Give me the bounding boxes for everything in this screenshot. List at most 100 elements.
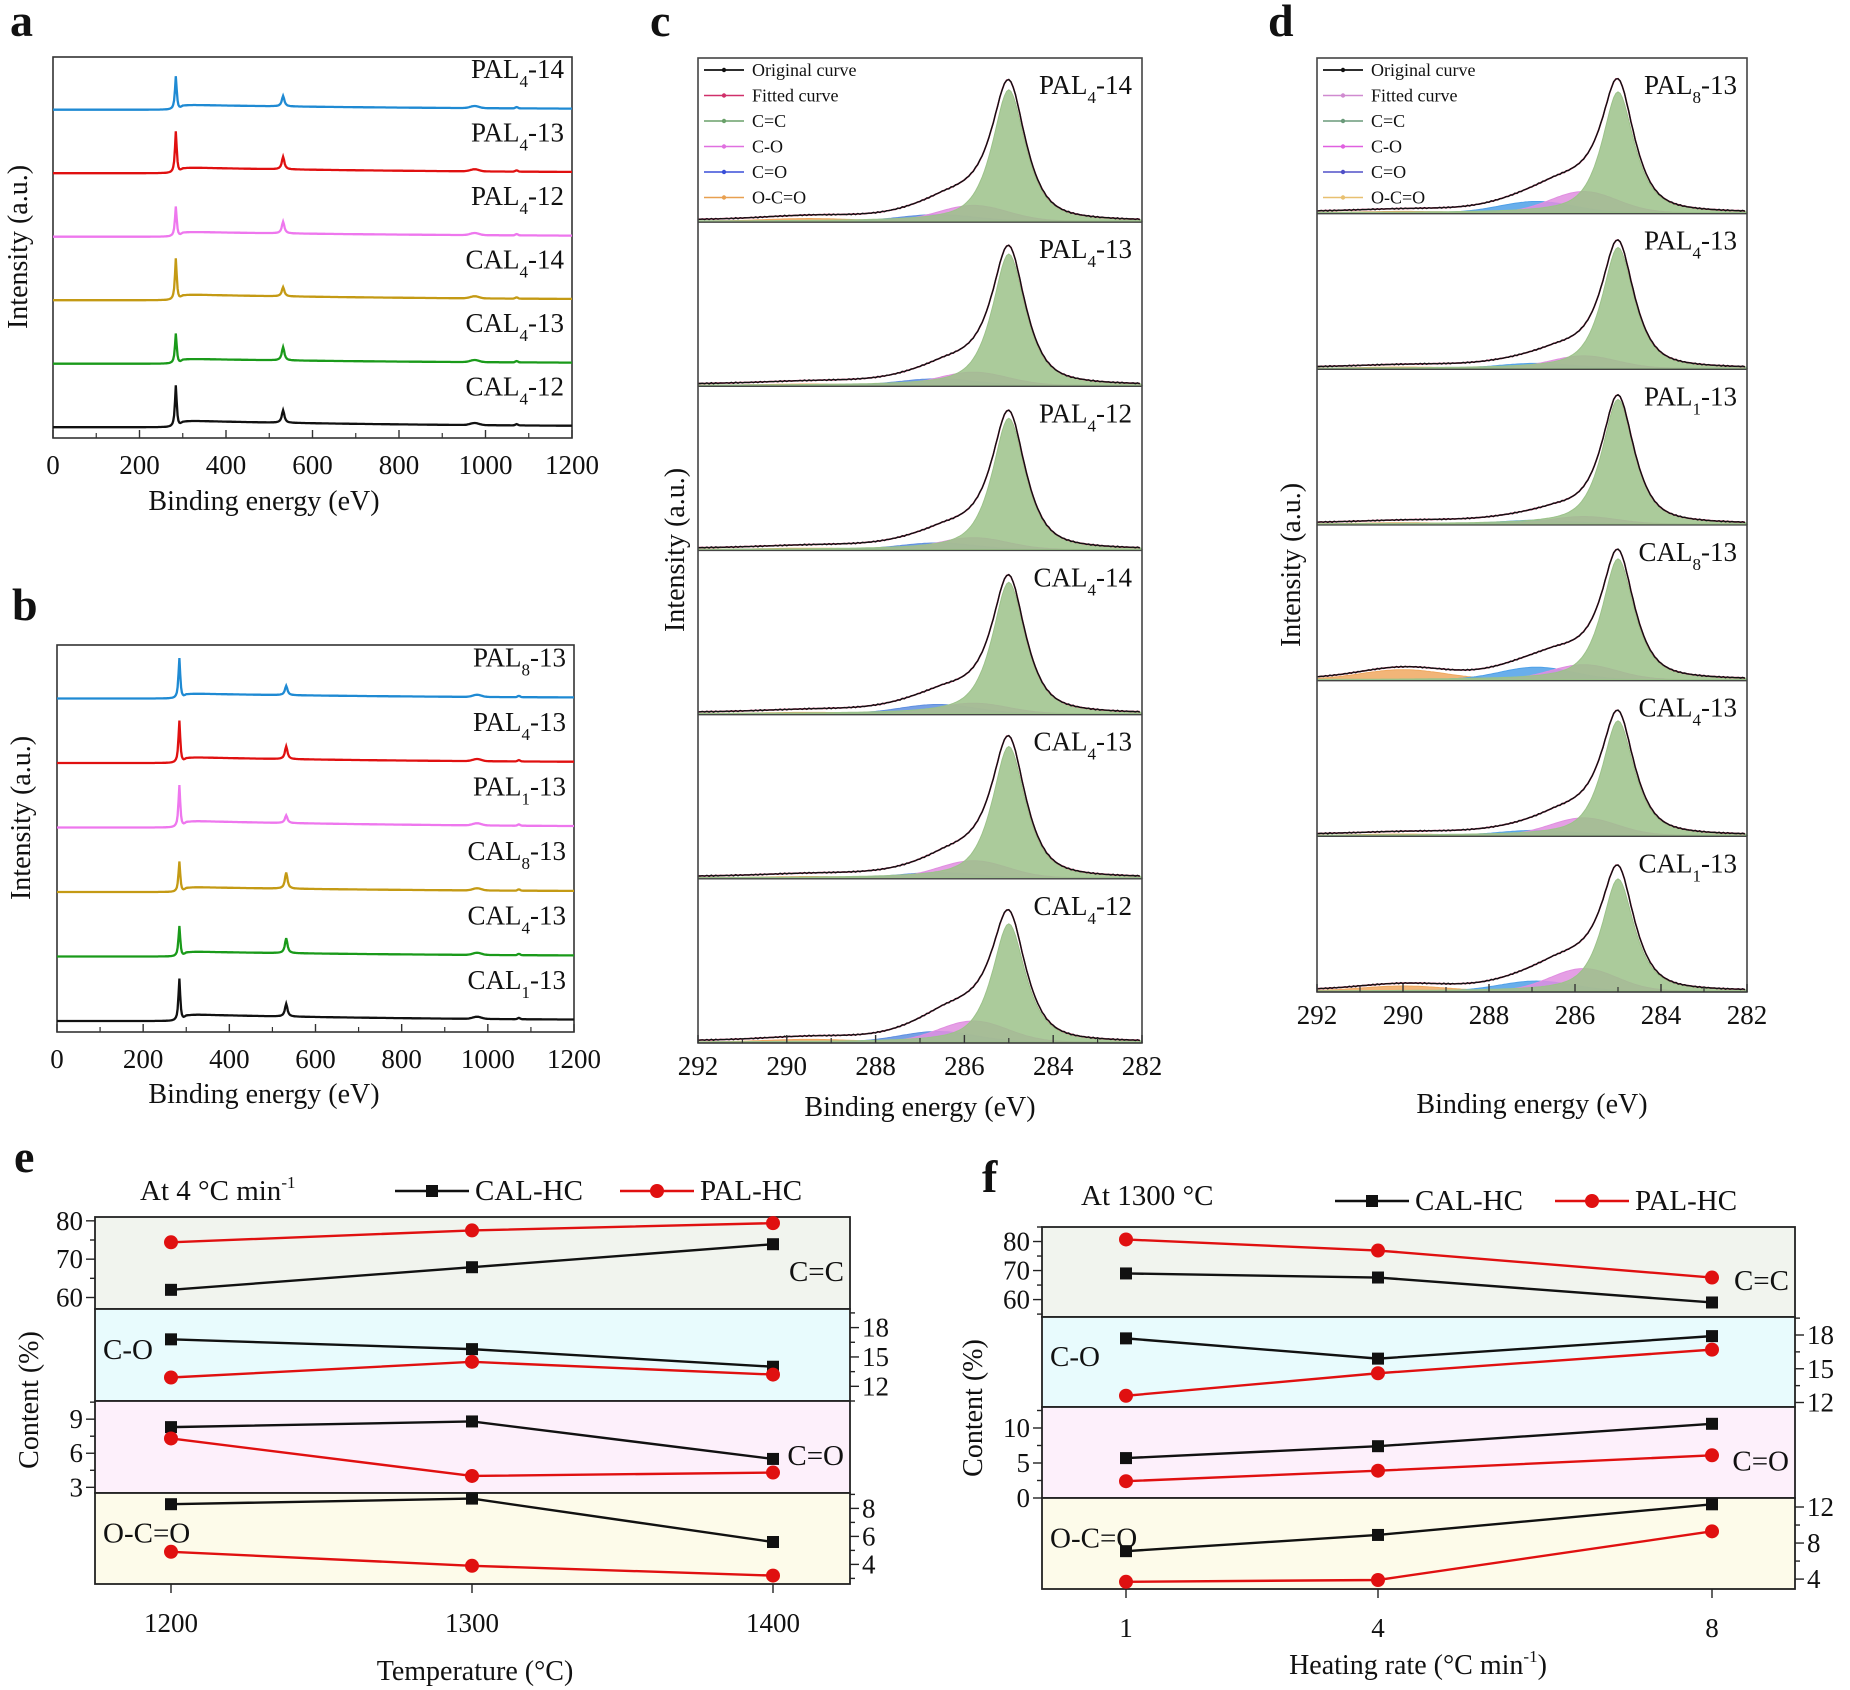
sample-label-subscript: 4	[520, 389, 529, 408]
sample-label-subscript: 8	[522, 854, 531, 873]
data-point-circle	[164, 1235, 178, 1250]
sample-label-suffix: -14	[528, 244, 564, 274]
sample-label-main: PAL	[1039, 398, 1088, 428]
data-point-square	[1120, 1267, 1132, 1280]
data-point-circle	[766, 1465, 780, 1480]
sample-label-suffix: -13	[528, 117, 564, 147]
fitted-curve	[697, 734, 1140, 877]
legend-label: C=O	[752, 162, 787, 182]
x-tick-label: 8	[1705, 1613, 1719, 1643]
sample-label-subscript: 1	[1693, 866, 1702, 885]
sample-label: PAL4-13	[471, 117, 564, 154]
sample-label-suffix: -13	[1701, 70, 1737, 100]
sample-label: PAL4-13	[1039, 234, 1132, 271]
data-point-circle	[1119, 1574, 1133, 1589]
original-curve	[698, 409, 1141, 549]
x-tick-label: 800	[381, 1044, 422, 1074]
original-curve	[698, 78, 1141, 221]
component-area-C=C	[697, 417, 1144, 550]
fitted-curve	[698, 409, 1140, 549]
data-point-circle	[1371, 1243, 1385, 1258]
y-tick-label: 12	[1807, 1492, 1834, 1522]
panel-c-xlabel: Binding energy (eV)	[804, 1092, 1035, 1123]
sample-label-suffix: -13	[1701, 381, 1737, 411]
y-tick-label: 12	[862, 1371, 889, 1401]
sample-label-main: CAL	[468, 836, 522, 866]
original-curve	[1316, 709, 1746, 835]
legend-label: PAL-HC	[700, 1175, 802, 1207]
band-C=O	[1041, 1406, 1796, 1499]
sample-label-suffix: -14	[1096, 563, 1132, 593]
condition-title-text: At 4 °C min	[140, 1175, 282, 1207]
sample-label-main: PAL	[1644, 381, 1693, 411]
x-axis-label-text: Temperature (°C)	[377, 1656, 574, 1687]
condition-title-sup: -1	[281, 1173, 295, 1192]
original-curve	[698, 244, 1141, 385]
original-curve	[697, 573, 1141, 713]
fitted-curve	[698, 573, 1140, 713]
sample-label-suffix: -13	[1701, 226, 1737, 256]
legend-label: C-O	[1371, 137, 1402, 157]
x-tick-label: 4	[1371, 1613, 1385, 1643]
data-point-circle	[1119, 1388, 1133, 1403]
sample-label-main: PAL	[473, 707, 522, 737]
sample-label-main: PAL	[1039, 70, 1088, 100]
survey-spectrum-CAL4-12	[53, 385, 572, 429]
sample-label-subscript: 4	[1088, 88, 1097, 107]
sample-label-suffix: -13	[530, 900, 566, 930]
data-point-circle	[1705, 1270, 1719, 1285]
x-tick-label: 0	[50, 1044, 64, 1074]
band-label: C-O	[1050, 1341, 1100, 1373]
legend-label: PAL-HC	[1635, 1185, 1737, 1217]
data-point-circle	[465, 1354, 479, 1369]
y-tick-label: 80	[56, 1206, 83, 1236]
y-tick-label: 70	[56, 1244, 83, 1274]
survey-spectrum-PAL4-13	[53, 131, 572, 175]
sample-label-main: PAL	[471, 54, 520, 84]
sample-label-suffix: -13	[1701, 848, 1737, 878]
legend-marker	[721, 93, 727, 98]
sample-label-suffix: -12	[1096, 398, 1132, 428]
x-tick-label: 800	[379, 450, 420, 480]
sample-label: CAL4-12	[466, 371, 565, 408]
sample-label-suffix: -13	[530, 965, 566, 995]
panel-a-ylabel: Intensity (a.u.)	[3, 165, 34, 329]
data-point-circle	[164, 1544, 178, 1559]
sample-label: CAL4-12	[1034, 891, 1133, 928]
legend-label: O-C=O	[752, 188, 806, 208]
x-axis-label-text: Heating rate (°C min	[1289, 1650, 1523, 1681]
data-point-square	[466, 1492, 478, 1505]
x-tick-label: 284	[1641, 1000, 1682, 1030]
survey-spectrum-CAL4-14	[53, 258, 572, 302]
sample-label-subscript: 4	[1088, 252, 1097, 271]
sample-label: CAL4-14	[1034, 563, 1133, 600]
survey-spectrum-CAL4-13	[53, 333, 572, 365]
sample-label-suffix: -13	[530, 707, 566, 737]
sample-label: PAL4-13	[1644, 226, 1737, 263]
sample-label-subscript: 4	[520, 135, 529, 154]
legend-label: Original curve	[752, 60, 856, 80]
panel-label-e: e	[14, 1131, 34, 1182]
sample-label-main: CAL	[1639, 848, 1693, 878]
x-tick-label: 282	[1727, 1000, 1768, 1030]
sample-label-subscript: 8	[1693, 88, 1702, 107]
data-point-square	[1372, 1528, 1384, 1541]
panel-a-xlabel: Binding energy (eV)	[148, 486, 379, 517]
sample-label-suffix: -13	[1096, 727, 1132, 757]
sample-label: PAL8-13	[1644, 70, 1737, 107]
sample-label-suffix: -13	[530, 642, 566, 672]
sample-label-main: CAL	[1639, 537, 1693, 567]
panel-c-ylabel: Intensity (a.u.)	[660, 468, 691, 632]
data-point-square	[1120, 1452, 1132, 1465]
sample-label-subscript: 4	[1693, 244, 1702, 263]
x-tick-label: 200	[119, 450, 160, 480]
panel-c: PAL4-14PAL4-13PAL4-12CAL4-14CAL4-13CAL4-…	[678, 57, 1162, 1081]
data-point-circle	[766, 1367, 780, 1382]
y-axis-label: Content (%)	[14, 1331, 45, 1469]
sample-label-subscript: 4	[1693, 711, 1702, 730]
y-tick-label: 0	[1017, 1483, 1031, 1513]
y-tick-label: 4	[1807, 1564, 1821, 1594]
panel-label-c: c	[650, 0, 670, 46]
sample-label-suffix: -13	[530, 836, 566, 866]
